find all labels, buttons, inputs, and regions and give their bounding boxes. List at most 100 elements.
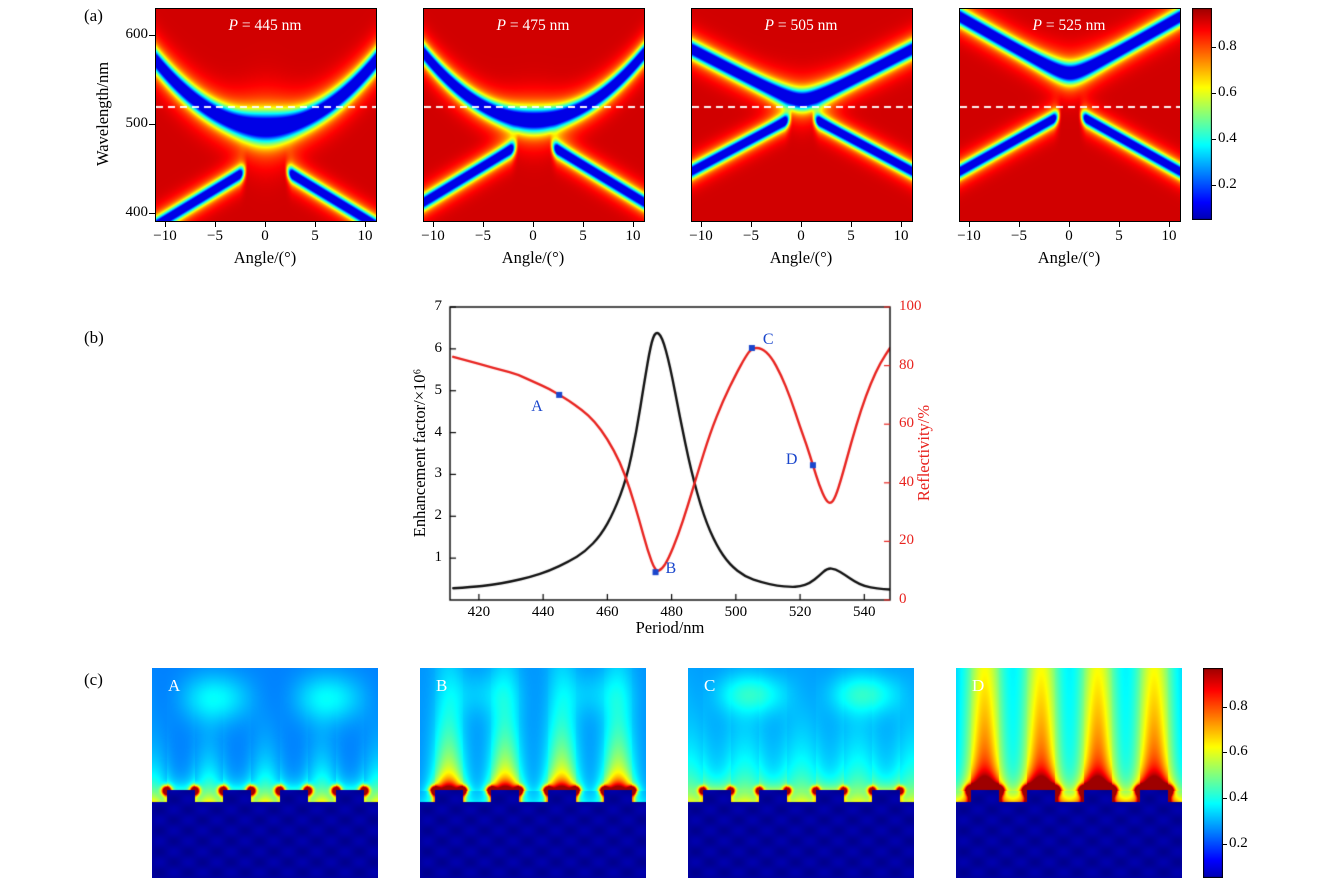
point-label-c: C — [762, 331, 774, 349]
colorbar-a-tick-mark — [1212, 47, 1216, 49]
x-tick-mark — [1068, 222, 1070, 227]
x-tick-mark — [1118, 222, 1120, 227]
subplot-title: P = 525 nm — [1032, 17, 1106, 34]
period-x-tick-label: 540 — [853, 604, 876, 620]
dispersion-subplot-p445: P = 445 nm Angle/(°) −10 −5 0 5 10 — [153, 8, 377, 278]
field-map-b: B — [420, 668, 646, 878]
x-tick-label: 5 — [847, 228, 855, 244]
dispersion-heatmap-canvas-p475 — [423, 8, 645, 222]
x-tick-mark — [1168, 222, 1170, 227]
x-tick-label: −10 — [153, 228, 177, 244]
reflectivity-y-tick-label: 60 — [899, 415, 914, 432]
dispersion-subplot-p525: P = 525 nm Angle/(°) −10 −5 0 5 10 — [957, 8, 1181, 278]
x-tick-label: 5 — [311, 228, 319, 244]
enhancement-y-tick-label: 1 — [434, 549, 443, 566]
x-tick-label: −5 — [207, 228, 223, 244]
reflectivity-y-tick-label: 80 — [899, 356, 914, 373]
field-map-canvas-a — [152, 668, 378, 878]
x-tick-label: 0 — [529, 228, 537, 244]
x-tick-mark — [900, 222, 902, 227]
x-axis-title-period: Period/nm — [635, 618, 705, 637]
field-map-letter: A — [168, 676, 181, 695]
x-tick-mark — [214, 222, 216, 227]
point-label-b: B — [665, 560, 677, 578]
period-x-tick-label: 480 — [660, 604, 683, 620]
reflectivity-y-tick-label: 20 — [899, 532, 914, 549]
enhancement-y-tick-label: 7 — [434, 298, 443, 314]
panel-c-label: (c) — [84, 670, 103, 689]
x-tick-label: 10 — [893, 228, 909, 244]
x-tick-mark — [364, 222, 366, 227]
colorbar-c-tick-mark — [1223, 798, 1227, 800]
x-tick-mark — [968, 222, 970, 227]
x-tick-mark — [800, 222, 802, 227]
enhancement-y-tick-label: 4 — [434, 423, 443, 440]
x-tick-label: −10 — [421, 228, 445, 244]
point-label-d: D — [785, 451, 798, 469]
y-tick-label-wavelength: 400 — [125, 203, 149, 220]
dispersion-heatmap-canvas-p525 — [959, 8, 1181, 222]
subplot-title: P = 505 nm — [764, 17, 838, 34]
x-axis-title: Angle/(°) — [501, 248, 565, 267]
period-x-tick-label: 420 — [467, 604, 491, 620]
subplot-title: P = 475 nm — [496, 17, 570, 34]
x-axis-title: Angle/(°) — [1037, 248, 1101, 267]
panel-b-label: (b) — [84, 328, 104, 347]
x-tick-label: −5 — [475, 228, 491, 244]
field-map-a: A — [152, 668, 378, 878]
x-tick-mark — [850, 222, 852, 227]
x-tick-label: −10 — [689, 228, 713, 244]
colorbar-c-tick: 0.2 — [1229, 834, 1248, 851]
enhancement-y-tick-label: 2 — [434, 507, 443, 524]
field-map-letter: B — [436, 676, 448, 695]
x-tick-label: −5 — [743, 228, 759, 244]
x-tick-mark — [700, 222, 702, 227]
colorbar-a-tick: 0.4 — [1218, 130, 1237, 147]
colorbar-a-tick-mark — [1212, 185, 1216, 187]
x-tick-label: 0 — [797, 228, 805, 244]
x-tick-mark — [750, 222, 752, 227]
x-tick-label: 10 — [1161, 228, 1177, 244]
x-axis-title: Angle/(°) — [769, 248, 833, 267]
x-tick-mark — [164, 222, 166, 227]
field-map-c: C — [688, 668, 914, 878]
point-label-a: A — [531, 397, 543, 415]
reflectivity-y-tick-label: 0 — [899, 591, 907, 607]
x-axis-title: Angle/(°) — [233, 248, 297, 267]
field-map-canvas-b — [420, 668, 646, 878]
field-map-letter: D — [972, 676, 985, 695]
x-tick-mark — [482, 222, 484, 227]
y-tick-mark — [149, 123, 155, 125]
colorbar-a-tick: 0.6 — [1218, 84, 1237, 101]
enhancement-y-tick-label: 5 — [434, 381, 443, 398]
y-tick-label-wavelength: 600 — [125, 25, 149, 42]
x-tick-mark — [532, 222, 534, 227]
x-tick-label: 10 — [357, 228, 373, 244]
x-tick-label: −5 — [1011, 228, 1027, 244]
dispersion-subplot-p505: P = 505 nm Angle/(°) −10 −5 0 5 10 — [689, 8, 913, 278]
colorbar-c-tick: 0.6 — [1229, 743, 1248, 760]
colorbar-c-tick-mark — [1223, 752, 1227, 754]
enhancement-y-tick-label: 3 — [434, 465, 443, 482]
line-chart-canvas — [436, 293, 904, 614]
colorbar-c-tick: 0.4 — [1229, 789, 1248, 806]
colorbar-a-tick: 0.2 — [1218, 176, 1237, 193]
field-map-canvas-c — [688, 668, 914, 878]
field-map-letter: C — [704, 676, 716, 695]
colorbar-a-tick: 0.8 — [1218, 38, 1237, 55]
period-x-tick-label: 440 — [531, 604, 555, 620]
x-tick-label: 10 — [625, 228, 641, 244]
reflectivity-y-tick-label: 100 — [899, 298, 922, 314]
x-tick-mark — [264, 222, 266, 227]
dispersion-heatmap-canvas-p445 — [155, 8, 377, 222]
period-x-tick-label: 520 — [788, 604, 812, 620]
y-tick-label-wavelength: 500 — [125, 114, 149, 131]
field-map-canvas-d — [956, 668, 1182, 878]
colorbar-a — [1192, 8, 1212, 220]
panel-a-label: (a) — [84, 6, 103, 25]
colorbar-c-tick: 0.8 — [1229, 697, 1248, 714]
dispersion-heatmap-canvas-p505 — [691, 8, 913, 222]
x-tick-mark — [582, 222, 584, 227]
x-tick-label: 0 — [261, 228, 269, 244]
x-tick-mark — [1018, 222, 1020, 227]
